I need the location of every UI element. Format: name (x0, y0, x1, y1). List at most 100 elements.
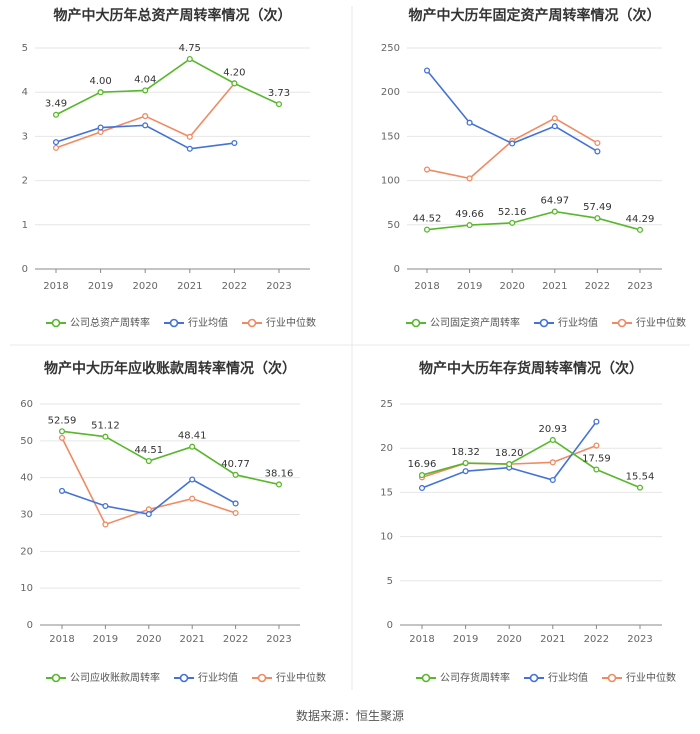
data-point-company (418, 472, 426, 479)
data-point-industry_avg (466, 119, 473, 126)
data-label: 44.52 (413, 214, 442, 225)
data-point-company (231, 80, 238, 87)
data-point-company (423, 226, 431, 233)
data-point-company (593, 466, 600, 473)
data-label: 52.16 (498, 207, 527, 218)
legend-label: 公司存货周转率 (440, 671, 510, 684)
data-point-industry_median (551, 115, 558, 122)
data-point-company (509, 219, 516, 226)
data-point-company (636, 484, 644, 491)
data-point-industry_avg (58, 487, 66, 494)
legend-swatch-marker (51, 318, 61, 328)
data-point-industry_median (186, 133, 193, 140)
legend-swatch-marker (257, 673, 267, 683)
legend-swatch-marker (179, 673, 189, 683)
legend-label: 行业中位数 (636, 316, 686, 329)
y-tick-label: 40 (20, 473, 33, 484)
y-tick-label: 20 (380, 443, 393, 454)
data-point-company (102, 433, 109, 440)
x-tick-label: 2020 (499, 281, 524, 292)
y-tick-label: 10 (20, 583, 33, 594)
data-point-industry_avg (423, 67, 431, 74)
data-label: 18.32 (451, 447, 480, 458)
source-note: 数据来源：恒生聚源 (295, 709, 404, 723)
data-point-company (97, 89, 104, 96)
x-tick-label: 2018 (43, 281, 68, 292)
x-tick-label: 2019 (453, 634, 478, 645)
y-tick-label: 0 (27, 620, 33, 631)
x-tick-label: 2023 (627, 281, 652, 292)
data-point-industry_avg (594, 148, 601, 155)
data-label: 3.49 (45, 99, 67, 110)
legend-swatch-marker (607, 673, 617, 683)
x-tick-label: 2019 (93, 634, 118, 645)
legend-swatch-marker (169, 318, 179, 328)
x-tick-label: 2022 (222, 281, 247, 292)
x-tick-label: 2019 (457, 281, 482, 292)
legend-label: 行业均值 (198, 671, 238, 684)
data-point-industry_median (232, 509, 239, 517)
y-tick-label: 20 (20, 546, 33, 557)
x-tick-label: 2021 (179, 634, 204, 645)
data-point-industry_avg (593, 418, 600, 425)
legend-label: 行业均值 (558, 316, 598, 329)
data-point-industry_avg (462, 468, 469, 475)
data-point-company (275, 101, 283, 108)
data-label: 4.00 (89, 76, 111, 87)
y-tick-label: 5 (22, 43, 28, 54)
x-tick-label: 2020 (496, 634, 521, 645)
x-tick-label: 2019 (88, 281, 113, 292)
legend-label: 公司固定资产周转率 (430, 316, 520, 329)
data-point-company (549, 436, 556, 444)
legend-swatch-marker (421, 673, 431, 683)
legend-swatch-marker (247, 318, 257, 328)
data-label: 20.93 (538, 424, 567, 435)
data-point-industry_median (466, 175, 473, 182)
data-label: 48.41 (178, 431, 207, 442)
data-point-industry_median (594, 139, 601, 147)
data-label: 52.59 (48, 415, 77, 426)
y-tick-label: 15 (380, 487, 393, 498)
data-label: 4.20 (223, 67, 245, 78)
data-point-industry_avg (551, 123, 558, 130)
y-tick-label: 250 (381, 43, 400, 54)
data-point-industry_median (102, 521, 109, 528)
series-line-company (61, 430, 280, 486)
chart-panel-1: 物产中大历年总资产周转率情况（次） 0 1 2 3 4 5 2018 2019 2020 2021 2… (22, 7, 316, 329)
x-tick-label: 2022 (584, 634, 609, 645)
data-label: 17.59 (582, 454, 611, 465)
data-label: 3.73 (268, 88, 290, 99)
data-label: 51.12 (91, 421, 120, 432)
x-tick-label: 2018 (409, 634, 434, 645)
x-tick-label: 2023 (266, 281, 291, 292)
x-tick-label: 2022 (223, 634, 248, 645)
x-tick-label: 2023 (627, 634, 652, 645)
data-label: 38.16 (265, 468, 294, 479)
data-point-industry_median (58, 434, 66, 441)
data-point-industry_median (145, 506, 152, 513)
data-point-company (232, 471, 239, 478)
data-point-industry_median (52, 144, 60, 151)
chart-title: 物产中大历年存货周转率情况（次） (419, 360, 643, 377)
data-point-industry_avg (549, 476, 556, 484)
y-tick-label: 60 (20, 399, 33, 410)
data-point-industry_median (423, 166, 431, 173)
data-point-company (594, 215, 601, 222)
data-point-industry_avg (418, 484, 426, 492)
data-point-industry_avg (52, 139, 60, 146)
y-tick-label: 3 (22, 131, 28, 142)
data-point-industry_avg (102, 502, 109, 510)
x-tick-label: 2022 (585, 281, 610, 292)
data-point-company (145, 458, 152, 465)
data-point-industry_avg (97, 124, 104, 131)
data-label: 18.20 (495, 448, 524, 459)
legend-swatch-marker (51, 673, 61, 683)
series-line-company (421, 439, 641, 489)
data-point-industry_avg (509, 140, 516, 147)
series-line-industry_avg (55, 124, 235, 150)
y-tick-label: 1 (22, 220, 28, 231)
legend-swatch-marker (539, 318, 549, 328)
legend-label: 行业均值 (188, 316, 228, 329)
